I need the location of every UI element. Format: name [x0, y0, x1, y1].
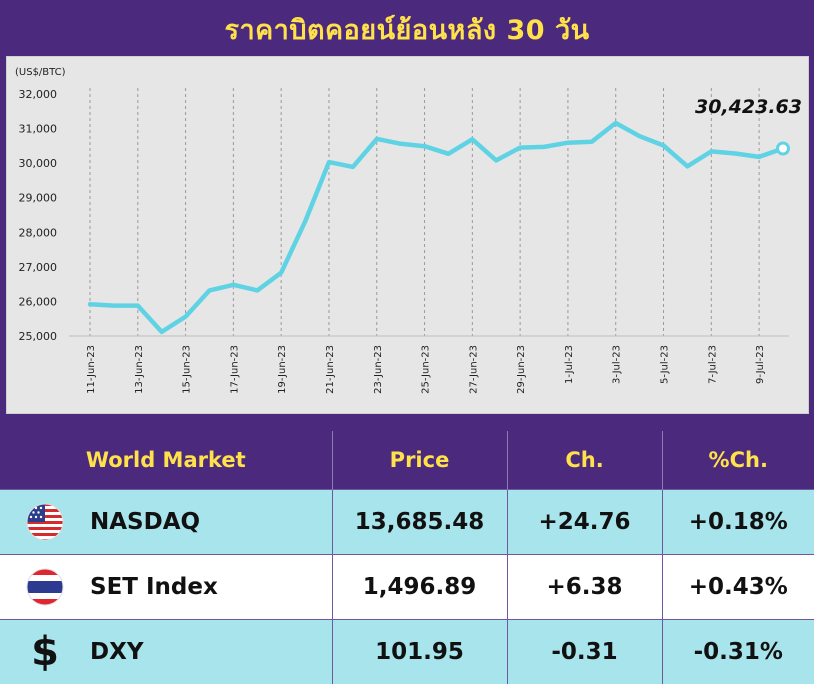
x-tick-label: 17-Jun-23 — [229, 345, 240, 394]
market-price: 1,496.89 — [332, 555, 507, 620]
x-tick-label: 5-Jul-23 — [660, 345, 671, 384]
market-change: +6.38 — [507, 555, 662, 620]
market-name: SET Index — [90, 574, 218, 600]
chart-title: ราคาบิตคอยน์ย้อนหลัง 30 วัน — [0, 8, 814, 51]
us-flag-icon — [0, 503, 90, 541]
market-price: 13,685.48 — [332, 490, 507, 555]
market-change: -0.31 — [507, 620, 662, 684]
y-tick-label: 28,000 — [19, 226, 58, 239]
table-header-row: World Market Price Ch. %Ch. — [0, 431, 814, 490]
x-tick-label: 19-Jun-23 — [277, 345, 288, 394]
market-pct-change: +0.43% — [662, 555, 814, 620]
table-row: $ DXY 101.95 -0.31 -0.31% — [0, 620, 814, 684]
market-name-cell: $ DXY — [0, 620, 332, 684]
market-name-cell: SET Index — [0, 555, 332, 620]
market-name: DXY — [90, 639, 143, 665]
y-tick-label: 32,000 — [19, 88, 58, 101]
market-price: 101.95 — [332, 620, 507, 684]
x-tick-label: 15-Jun-23 — [182, 345, 193, 394]
table-row: NASDAQ 13,685.48 +24.76 +0.18% — [0, 490, 814, 555]
x-tick-label: 27-Jun-23 — [468, 345, 479, 394]
market-change: +24.76 — [507, 490, 662, 555]
x-tick-label: 11-Jun-23 — [86, 345, 97, 394]
market-name-cell: NASDAQ — [0, 490, 332, 555]
market-pct-change: -0.31% — [662, 620, 814, 684]
y-tick-label: 27,000 — [19, 261, 58, 274]
market-pct-change: +0.18% — [662, 490, 814, 555]
x-tick-label: 9-Jul-23 — [755, 345, 766, 384]
last-point-marker — [778, 143, 789, 154]
x-tick-label: 1-Jul-23 — [564, 345, 575, 384]
y-tick-label: 30,000 — [19, 157, 58, 170]
x-tick-label: 25-Jun-23 — [421, 345, 432, 394]
header-change: Ch. — [507, 431, 662, 490]
y-tick-label: 26,000 — [19, 295, 58, 308]
header-price: Price — [332, 431, 507, 490]
x-tick-label: 3-Jul-23 — [612, 345, 623, 384]
table-row: SET Index 1,496.89 +6.38 +0.43% — [0, 555, 814, 620]
x-tick-label: 13-Jun-23 — [134, 345, 145, 394]
last-value-label: 30,423.63 — [695, 96, 802, 118]
btc-price-line — [90, 123, 783, 332]
header-pct-change: %Ch. — [662, 431, 814, 490]
market-name: NASDAQ — [90, 509, 200, 535]
header-world-market: World Market — [0, 431, 332, 490]
x-tick-label: 29-Jun-23 — [516, 345, 527, 394]
chart-panel: ราคาบิตคอยน์ย้อนหลัง 30 วัน (US$/BTC) 32… — [0, 0, 814, 428]
y-tick-label: 29,000 — [19, 192, 58, 205]
y-tick-label: 25,000 — [19, 330, 58, 343]
x-tick-label: 7-Jul-23 — [707, 345, 718, 384]
line-chart: 32,000 31,000 30,000 29,000 28,000 27,000 26,0… — [7, 57, 808, 413]
x-tick-label: 21-Jun-23 — [325, 345, 336, 394]
world-market-table: World Market Price Ch. %Ch. — [0, 431, 814, 684]
y-tick-label: 31,000 — [19, 123, 58, 136]
x-tick-label: 23-Jun-23 — [373, 345, 384, 394]
thai-flag-icon — [0, 568, 90, 606]
dollar-icon: $ — [0, 632, 90, 672]
